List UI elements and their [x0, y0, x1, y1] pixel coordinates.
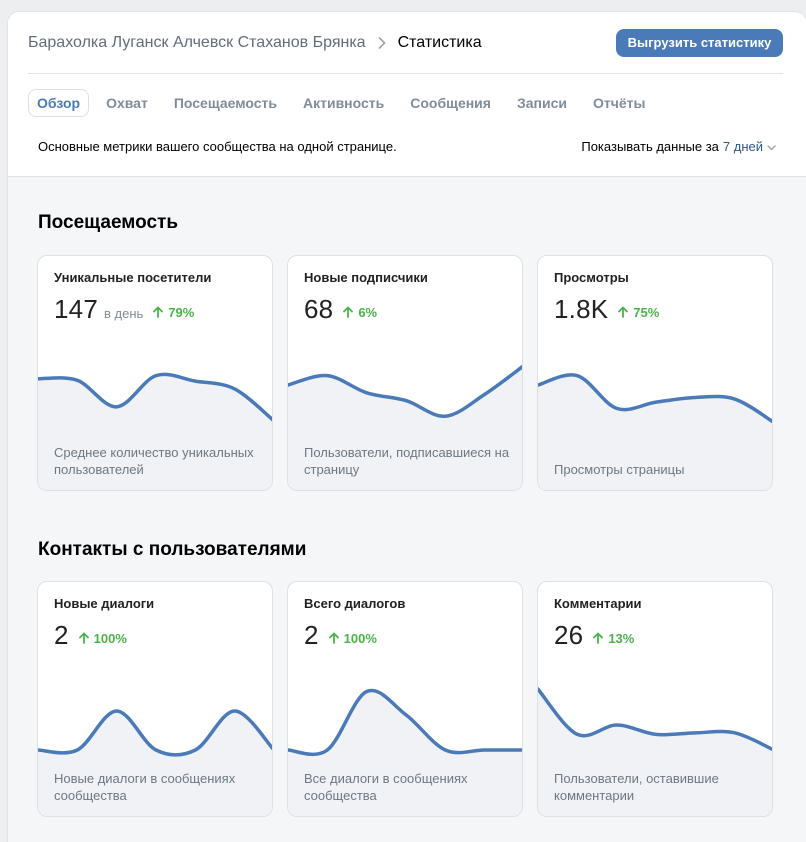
header: Барахолка Луганск Алчевск Стаханов Брянк… — [8, 12, 806, 177]
tab-bar: Обзор Охват Посещаемость Активность Сооб… — [28, 89, 662, 117]
breadcrumb: Барахолка Луганск Алчевск Стаханов Брянк… — [28, 33, 482, 53]
card-caption: Все диалоги в сообщениях сообщества — [304, 771, 468, 803]
trend-chart — [538, 373, 772, 490]
card-title: Новые подписчики — [304, 270, 428, 285]
metric-card[interactable]: Уникальные посетители 147 в день 79% Сре… — [37, 255, 273, 491]
card-change: 75% — [618, 305, 659, 320]
card-change: 79% — [153, 305, 194, 320]
trend-area — [538, 689, 772, 816]
card-change: 13% — [593, 631, 634, 646]
metric-card[interactable]: Комментарии 26 13% Пользователи, оставив… — [537, 581, 773, 817]
trend-area — [38, 711, 272, 816]
tab-posts[interactable]: Записи — [516, 95, 567, 111]
card-title: Уникальные посетители — [54, 270, 212, 285]
trend-chart — [538, 687, 772, 816]
card-title: Новые диалоги — [54, 596, 155, 611]
card-change: 100% — [78, 631, 127, 646]
arrow-up-icon — [618, 306, 629, 318]
arrow-up-icon — [153, 306, 164, 318]
period-value[interactable]: 7 дней — [722, 139, 763, 154]
divider — [28, 73, 783, 74]
trend-area — [538, 374, 772, 490]
trend-area — [288, 366, 522, 490]
card-title: Комментарии — [554, 596, 642, 611]
card-title: Просмотры — [554, 270, 629, 285]
arrow-up-icon — [78, 632, 89, 644]
tab-activity[interactable]: Активность — [303, 95, 385, 111]
trend-chart — [38, 709, 272, 816]
metric-card[interactable]: Всего диалогов 2 100% Все диалоги в сооб… — [287, 581, 523, 817]
metric-card[interactable]: Новые подписчики 68 6% Пользователи, под… — [287, 255, 523, 491]
tab-overview[interactable]: Обзор — [28, 89, 90, 117]
card-caption: Пользователи, оставившие комментарии — [554, 771, 719, 803]
card-caption: Новые диалоги в сообщениях сообщества — [54, 771, 236, 803]
trend-line — [538, 373, 772, 424]
card-caption: Пользователи, подписавшиеся на страницу — [304, 445, 510, 477]
card-change: 6% — [343, 305, 377, 320]
trend-line — [538, 687, 772, 751]
trend-line — [38, 372, 272, 422]
arrow-up-icon — [343, 306, 354, 318]
card-unit: в день — [103, 306, 144, 321]
tab-reach[interactable]: Охват — [106, 95, 148, 111]
period-selector[interactable]: Показывать данные за 7 дней — [581, 139, 776, 154]
card-value: 2 — [54, 620, 69, 650]
card-value: 68 — [304, 294, 334, 324]
page-description: Основные метрики вашего сообщества на од… — [38, 139, 397, 154]
metric-card[interactable]: Просмотры 1.8K 75% Просмотры страницы — [537, 255, 773, 491]
trend-area — [38, 374, 272, 490]
tab-traffic[interactable]: Посещаемость — [173, 95, 277, 111]
card-caption: Среднее количество уникальных пользовате… — [54, 445, 254, 477]
page-title: Статистика — [397, 34, 482, 51]
card-value: 26 — [554, 620, 584, 650]
trend-line — [288, 364, 522, 418]
card-value: 2 — [304, 620, 319, 650]
arrow-up-icon — [328, 632, 339, 644]
period-label: Показывать данные за — [581, 139, 719, 154]
statistics-panel: Барахолка Луганск Алчевск Стаханов Брянк… — [7, 11, 806, 842]
card-caption: Просмотры страницы — [554, 462, 685, 477]
chevron-down-icon — [767, 139, 776, 154]
card-change: 100% — [328, 631, 377, 646]
section-title-contacts: Контакты с пользователями — [38, 539, 307, 560]
card-value: 1.8K — [554, 294, 609, 324]
chevron-right-icon — [378, 37, 386, 49]
section-title-traffic: Посещаемость — [38, 212, 179, 233]
trend-line — [38, 709, 272, 757]
card-value: 147 — [54, 294, 98, 324]
arrow-up-icon — [593, 632, 604, 644]
tab-reports[interactable]: Отчёты — [592, 95, 646, 111]
export-statistics-button[interactable]: Выгрузить статистику — [616, 29, 783, 57]
trend-line — [288, 688, 522, 757]
breadcrumb-group-link[interactable]: Барахолка Луганск Алчевск Стаханов Брянк… — [28, 34, 366, 51]
metric-card[interactable]: Новые диалоги 2 100% Новые диалоги в соо… — [37, 581, 273, 817]
trend-chart — [288, 364, 522, 490]
trend-chart — [288, 688, 522, 816]
trend-chart — [38, 372, 272, 490]
tab-messages[interactable]: Сообщения — [410, 95, 491, 111]
card-title: Всего диалогов — [304, 596, 406, 611]
